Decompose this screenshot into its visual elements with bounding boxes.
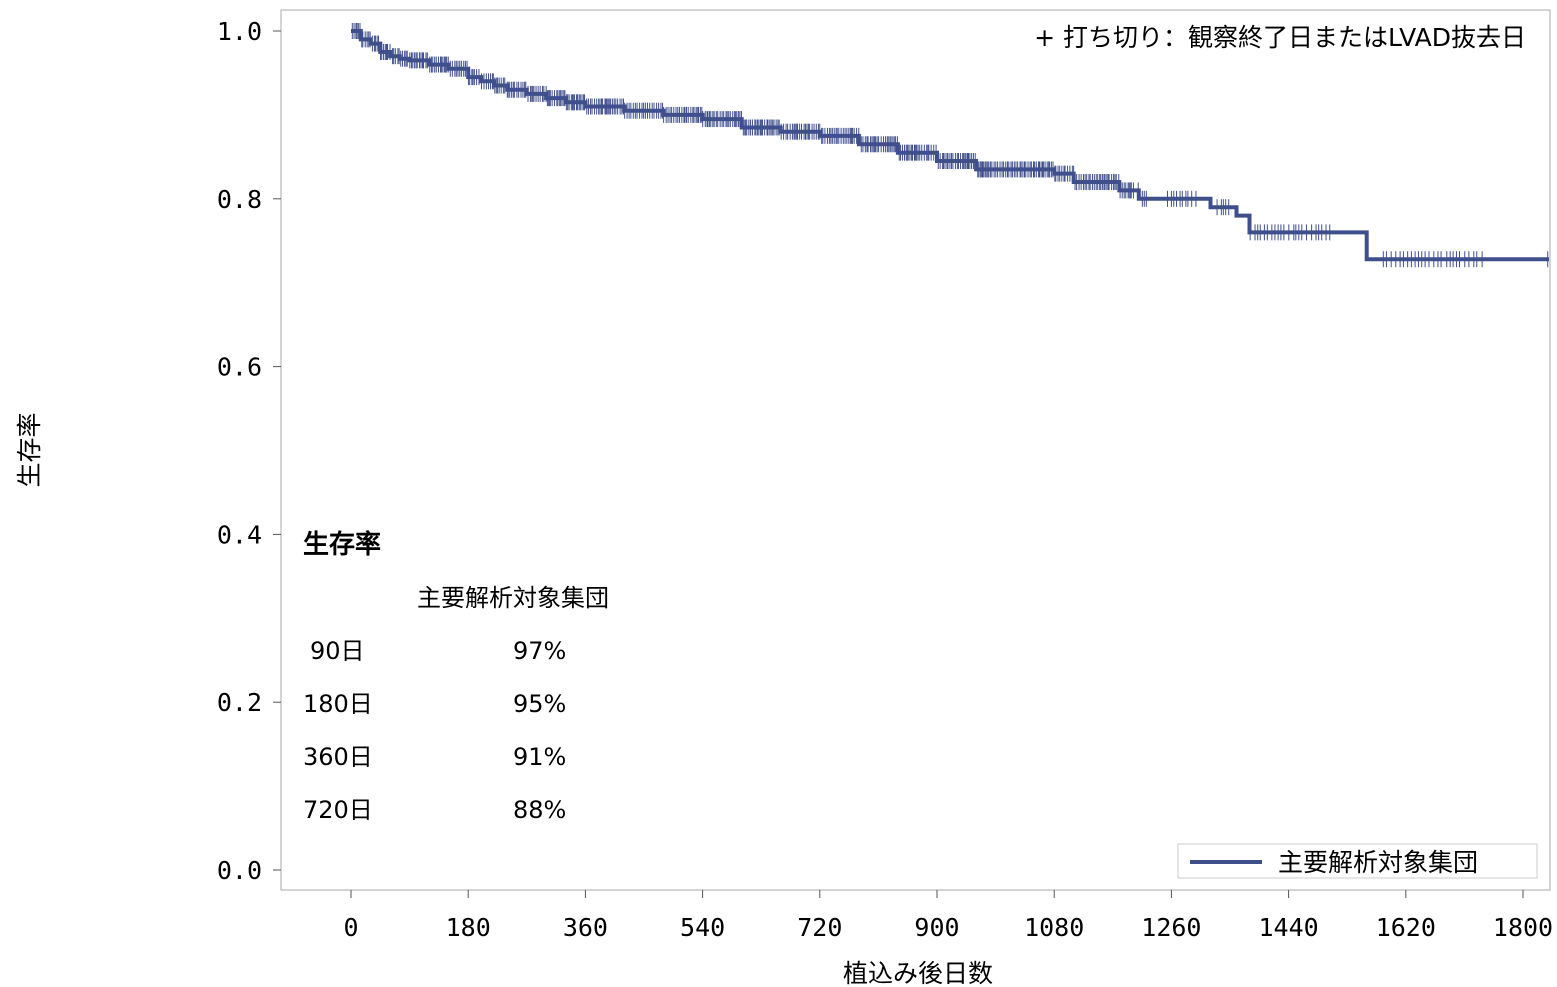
x-tick-label: 1080 [1024,913,1084,942]
inset-table-title: 生存率 [303,529,381,560]
x-tick-label: 1440 [1258,913,1318,942]
x-tick-label: 360 [563,913,608,942]
y-tick-label: 0.4 [217,520,262,549]
inset-row-label: 180日 [303,690,373,718]
y-tick-label: 0.0 [217,856,262,885]
y-tick-label: 0.8 [217,185,262,214]
x-tick-label: 1800 [1493,913,1553,942]
inset-row-value: 95% [513,690,566,718]
legend: 主要解析対象集団 [1177,843,1538,879]
x-tick-label: 900 [914,913,959,942]
legend-label: 主要解析対象集団 [1278,848,1478,877]
x-tick-label: 0 [343,913,358,942]
inset-row-value: 91% [513,743,566,771]
censor-note: + 打ち切り：観察終了日またはLVAD抜去日 [1034,23,1526,52]
x-tick-label: 1260 [1141,913,1201,942]
y-axis-title: 生存率 [15,412,44,487]
y-tick-label: 0.2 [217,688,262,717]
inset-row-label: 90日 [310,637,365,665]
series-line [351,29,1549,262]
y-tick-label: 0.6 [217,353,262,382]
inset-table-column-header: 主要解析対象集団 [417,584,609,612]
y-tick-label: 1.0 [217,17,262,46]
inset-row-value: 97% [513,637,566,665]
plot-frame [280,9,1551,891]
inset-row-value: 88% [513,796,566,824]
inset-row-label: 720日 [303,796,373,824]
x-tick-label: 180 [446,913,491,942]
x-axis: 0 180 360 540 720 900 1080 1260 1440 1620 1800 [343,890,1553,942]
x-tick-label: 540 [680,913,725,942]
x-tick-label: 720 [797,913,842,942]
inset-row-label: 360日 [303,743,373,771]
survival-inset-table: 生存率 主要解析対象集団 90日 97% 180日 95% 360日 91% 7… [303,529,609,824]
x-tick-label: 1620 [1376,913,1436,942]
x-axis-title: 植込み後日数 [843,959,993,987]
y-axis: 0.0 0.2 0.4 0.6 0.8 1.0 [217,17,281,885]
